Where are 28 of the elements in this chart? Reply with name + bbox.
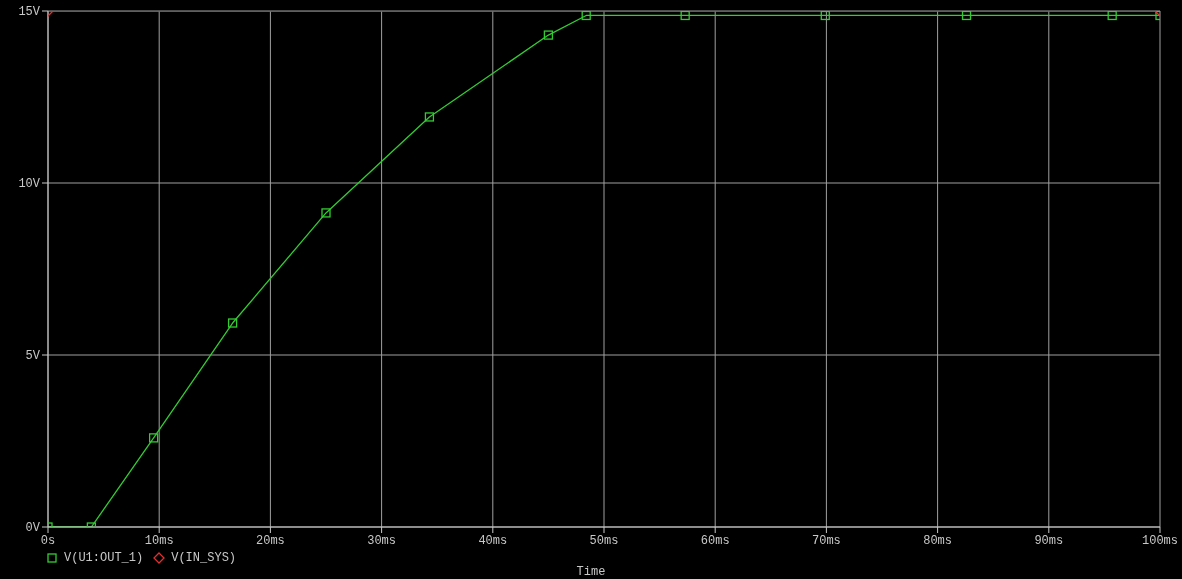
point — [321, 208, 331, 218]
x-tick-label: 80ms — [923, 533, 953, 548]
point — [680, 11, 690, 21]
point — [820, 11, 830, 21]
point — [148, 433, 159, 443]
point — [227, 318, 238, 328]
x-tick-label: 30ms — [367, 533, 397, 548]
x-tick-label: 70ms — [811, 533, 841, 548]
x-tick-label: 10ms — [144, 533, 174, 548]
y-tick-label: 15V — [18, 5, 41, 20]
y-tick-label: 0V — [25, 521, 41, 536]
point — [961, 11, 972, 21]
x-tick-label: 60ms — [700, 533, 730, 548]
legend-label: V(IN_SYS) — [170, 551, 237, 565]
x-tick-label: 100ms — [1141, 533, 1179, 548]
point — [543, 30, 554, 40]
x-tick-label: 50ms — [589, 533, 619, 548]
x-tick-label: 0s — [40, 533, 56, 548]
y-tick-label: 10V — [18, 177, 41, 192]
point — [424, 112, 435, 122]
x-tick-label: 20ms — [255, 533, 285, 548]
x-axis-title: Time — [575, 565, 607, 579]
x-tick-label: 90ms — [1034, 533, 1064, 548]
legend-label: V(U1:OUT_1) — [63, 551, 144, 565]
y-tick-label: 5V — [25, 349, 41, 364]
point — [581, 11, 591, 21]
point — [1107, 11, 1117, 21]
x-tick-label: 40ms — [478, 533, 508, 548]
